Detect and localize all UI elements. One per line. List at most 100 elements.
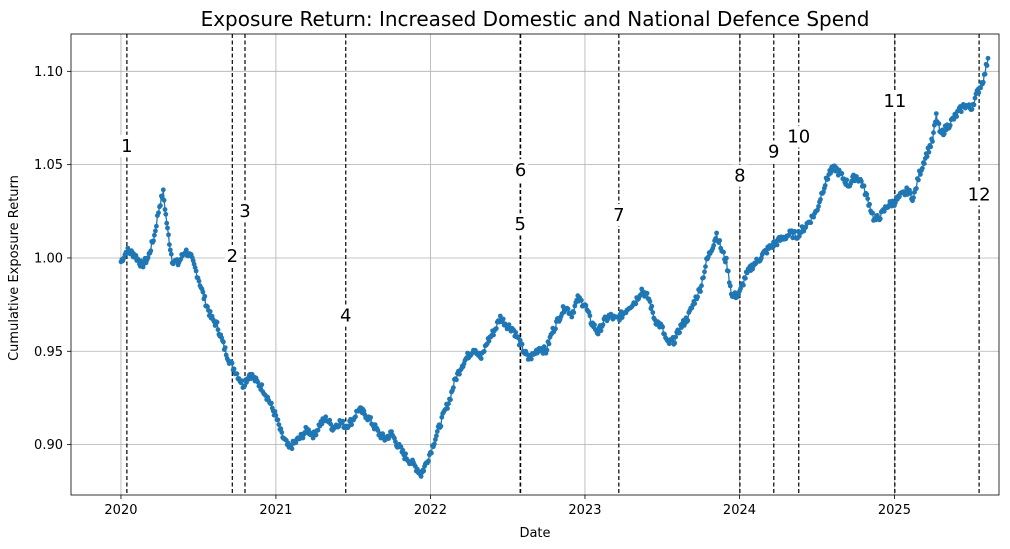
data-point bbox=[980, 79, 986, 85]
data-point bbox=[976, 90, 982, 96]
event-label-box-7 bbox=[611, 203, 627, 226]
data-point bbox=[493, 326, 499, 331]
data-point bbox=[519, 341, 525, 347]
data-point bbox=[822, 183, 828, 188]
data-point bbox=[361, 408, 367, 414]
data-point bbox=[207, 309, 213, 314]
data-point bbox=[275, 417, 281, 423]
data-point bbox=[859, 178, 864, 184]
data-point bbox=[454, 377, 459, 383]
data-point bbox=[183, 247, 189, 253]
x-tick-label: 2024 bbox=[723, 503, 756, 518]
data-point bbox=[947, 123, 953, 128]
data-point bbox=[702, 269, 707, 275]
data-point bbox=[587, 313, 593, 319]
data-point bbox=[163, 211, 169, 217]
event-label-box-12 bbox=[966, 183, 993, 206]
data-series bbox=[118, 55, 991, 479]
data-point bbox=[145, 255, 151, 260]
data-point bbox=[672, 340, 678, 346]
data-point bbox=[796, 233, 802, 239]
data-point bbox=[279, 430, 285, 435]
y-tick-label: 0.90 bbox=[34, 438, 63, 453]
data-point bbox=[161, 197, 167, 203]
data-point bbox=[818, 197, 823, 202]
data-point bbox=[152, 232, 157, 238]
data-point bbox=[380, 431, 386, 437]
data-point bbox=[229, 360, 235, 366]
data-point bbox=[276, 422, 282, 427]
data-point bbox=[701, 275, 706, 280]
data-point bbox=[429, 450, 434, 456]
event-label-box-6 bbox=[513, 159, 529, 182]
data-point bbox=[926, 149, 932, 155]
data-point bbox=[864, 192, 870, 197]
data-point bbox=[560, 304, 566, 309]
data-point bbox=[870, 210, 875, 216]
data-point bbox=[699, 283, 704, 289]
data-point bbox=[215, 327, 221, 333]
data-point bbox=[982, 71, 988, 77]
data-point bbox=[205, 304, 210, 310]
data-point bbox=[234, 371, 240, 377]
data-point bbox=[148, 248, 154, 254]
data-point bbox=[546, 341, 552, 347]
event-label-box-3 bbox=[237, 200, 253, 223]
data-point bbox=[920, 165, 925, 171]
data-point bbox=[865, 196, 871, 202]
data-point bbox=[839, 171, 845, 176]
data-point bbox=[936, 121, 942, 127]
data-point bbox=[259, 382, 265, 388]
data-point bbox=[649, 303, 655, 309]
data-point bbox=[811, 214, 816, 220]
data-point bbox=[758, 255, 764, 261]
event-label-5: 5 bbox=[514, 214, 525, 235]
data-point bbox=[571, 310, 577, 315]
data-point bbox=[969, 106, 975, 112]
data-point bbox=[940, 127, 945, 133]
data-point bbox=[528, 356, 534, 362]
data-point bbox=[306, 427, 311, 433]
data-point bbox=[491, 332, 496, 338]
event-label-box-9 bbox=[766, 140, 782, 163]
data-point bbox=[156, 210, 161, 216]
data-point bbox=[825, 176, 831, 182]
data-point bbox=[592, 322, 597, 328]
data-point bbox=[506, 322, 512, 328]
data-point bbox=[393, 439, 398, 445]
data-point bbox=[764, 250, 770, 256]
data-point bbox=[650, 310, 656, 315]
data-point bbox=[340, 418, 346, 424]
data-point bbox=[721, 249, 726, 255]
data-point bbox=[293, 440, 299, 445]
data-point bbox=[289, 446, 295, 452]
data-point bbox=[723, 259, 728, 265]
data-point bbox=[448, 397, 453, 403]
data-point bbox=[881, 208, 887, 214]
data-point bbox=[372, 422, 378, 428]
data-point bbox=[954, 114, 959, 119]
event-label-7: 7 bbox=[613, 205, 624, 226]
data-point bbox=[451, 385, 456, 390]
data-point bbox=[867, 201, 872, 207]
data-point bbox=[310, 435, 316, 441]
data-point bbox=[438, 423, 444, 429]
event-label-8: 8 bbox=[734, 166, 745, 187]
data-point bbox=[703, 264, 708, 269]
data-point bbox=[544, 347, 550, 353]
event-label-9: 9 bbox=[768, 141, 779, 162]
data-point bbox=[272, 409, 278, 414]
data-point bbox=[774, 242, 780, 248]
data-point bbox=[569, 314, 575, 320]
x-tick-label: 2025 bbox=[878, 503, 911, 518]
event-label-box-8 bbox=[732, 164, 748, 187]
x-axis-title: Date bbox=[519, 526, 550, 541]
data-point bbox=[400, 447, 406, 453]
data-point bbox=[328, 421, 334, 427]
event-label-6: 6 bbox=[515, 160, 526, 181]
data-point bbox=[647, 299, 653, 304]
data-point bbox=[165, 225, 170, 231]
data-point bbox=[908, 190, 913, 196]
